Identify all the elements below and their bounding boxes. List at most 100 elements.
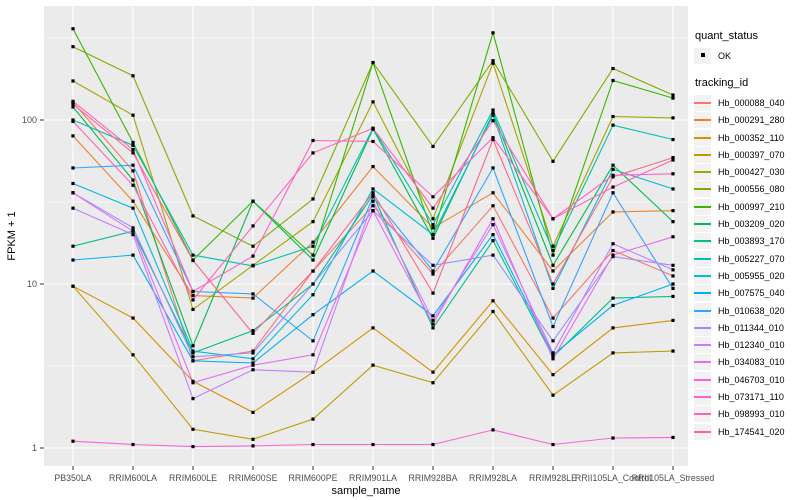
data-point — [71, 79, 75, 83]
data-point — [671, 93, 675, 97]
data-point — [251, 296, 255, 300]
legend-item-label: Hb_010638_020 — [718, 305, 785, 316]
data-point — [251, 368, 255, 372]
legend-item-Hb_000291_280: Hb_000291_280 — [694, 112, 800, 129]
data-point — [551, 373, 555, 377]
legend-item-label: Hb_073171_110 — [718, 391, 784, 402]
legend-item-Hb_005227_070: Hb_005227_070 — [694, 250, 800, 267]
legend-item-Hb_034083_010: Hb_034083_010 — [694, 354, 800, 371]
data-point — [611, 296, 615, 300]
data-point — [431, 314, 435, 318]
data-point — [251, 224, 255, 228]
data-point — [611, 185, 615, 189]
legend-title-tracking-id: tracking_id — [695, 77, 749, 90]
data-point — [671, 235, 675, 239]
data-point — [191, 397, 195, 401]
data-point — [251, 292, 255, 296]
data-point — [551, 355, 555, 359]
legend-item-label: Hb_005227_070 — [718, 253, 785, 264]
data-point — [431, 291, 435, 295]
data-point — [191, 289, 195, 294]
data-point — [611, 163, 615, 167]
data-point — [251, 357, 255, 361]
data-point — [71, 105, 75, 109]
data-point — [251, 361, 255, 365]
data-point — [371, 193, 375, 197]
color-key-icon — [694, 216, 711, 233]
data-point — [491, 223, 495, 227]
data-point — [311, 293, 315, 297]
data-point — [611, 351, 615, 355]
data-point — [491, 136, 495, 140]
data-point — [551, 357, 555, 361]
color-key-icon — [694, 319, 711, 336]
legend-item-Hb_000352_110: Hb_000352_110 — [694, 129, 800, 146]
x-tick-label: RRIM600PE — [289, 473, 338, 483]
data-point — [611, 436, 615, 440]
data-point — [491, 191, 495, 195]
data-point — [191, 214, 195, 218]
data-point — [431, 233, 435, 237]
data-point — [431, 223, 435, 227]
data-point — [431, 272, 435, 276]
data-point — [671, 349, 675, 353]
data-point — [251, 328, 255, 333]
legend-item-label: Hb_174541_020 — [718, 426, 785, 437]
data-point — [551, 159, 555, 163]
color-key-icon — [694, 371, 711, 388]
data-point — [671, 318, 675, 322]
data-point — [611, 242, 615, 246]
legend-item-Hb_010638_020: Hb_010638_020 — [694, 302, 800, 319]
legend-item-label: Hb_000352_110 — [718, 132, 784, 143]
color-key-icon — [694, 146, 711, 163]
data-point — [131, 169, 135, 173]
data-point — [71, 191, 75, 195]
data-point — [551, 324, 555, 329]
y-axis-title: FPKM + 1 — [6, 211, 18, 260]
data-point — [131, 163, 135, 167]
data-point — [311, 269, 315, 273]
legend-item-label: Hb_000291_280 — [718, 115, 785, 126]
legend-item-label: Hb_000997_210 — [718, 201, 785, 212]
data-point — [251, 351, 255, 355]
data-point — [71, 166, 75, 170]
black-point-icon — [700, 53, 705, 58]
data-point — [251, 410, 255, 414]
legend-item-Hb_011344_010: Hb_011344_010 — [694, 319, 800, 336]
legend-item-Hb_005955_020: Hb_005955_020 — [694, 267, 800, 284]
x-tick-label: PB350LA — [54, 473, 91, 483]
data-point — [491, 31, 495, 35]
data-point — [371, 191, 375, 195]
data-point — [371, 204, 375, 208]
color-key-icon — [694, 267, 711, 284]
legend-item-label: Hb_011344_010 — [718, 322, 784, 333]
data-point — [191, 344, 195, 348]
data-point — [251, 349, 255, 353]
color-key-icon — [694, 94, 711, 111]
legend-item-label: Hb_005955_020 — [718, 270, 785, 281]
color-key-icon — [694, 233, 711, 250]
data-point — [551, 269, 555, 273]
x-tick-label: RRIM928LE — [529, 473, 577, 483]
legend-tracking-items: Hb_000088_040 Hb_000291_280 Hb_000352_110 H… — [694, 94, 800, 440]
legend-item-label: Hb_003893_170 — [718, 236, 785, 247]
data-point — [131, 178, 135, 182]
data-point — [551, 353, 555, 357]
color-key-icon — [694, 337, 711, 354]
data-point — [131, 226, 135, 230]
data-point — [191, 359, 195, 363]
data-point — [671, 209, 675, 213]
legend-item-Hb_003209_020: Hb_003209_020 — [694, 215, 800, 233]
color-key-icon — [694, 198, 711, 215]
data-point — [551, 316, 555, 320]
y-tick-label: 10 — [27, 279, 37, 289]
data-point — [671, 268, 675, 272]
data-point — [611, 114, 615, 119]
legend: quant_status OK tracking_id Hb_000088_04… — [694, 30, 800, 440]
data-point — [431, 326, 435, 330]
data-point — [431, 318, 435, 322]
data-point — [431, 195, 435, 199]
data-point — [311, 370, 315, 374]
data-point — [671, 172, 675, 176]
